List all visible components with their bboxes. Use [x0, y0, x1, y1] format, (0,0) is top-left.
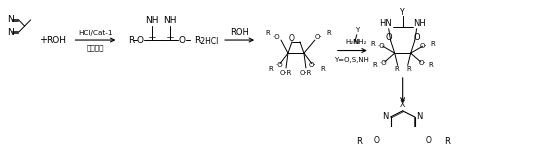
- Text: R: R: [444, 137, 450, 145]
- Text: R: R: [320, 66, 325, 72]
- Text: H₂N: H₂N: [345, 39, 358, 45]
- Text: X: X: [400, 100, 406, 109]
- Text: O: O: [413, 33, 420, 42]
- Text: Y: Y: [355, 27, 359, 33]
- Text: R: R: [356, 137, 362, 145]
- Text: O·R: O·R: [300, 70, 312, 76]
- Text: N: N: [417, 113, 423, 122]
- Text: N: N: [7, 28, 13, 37]
- Text: O: O: [137, 36, 144, 45]
- Text: ·O: ·O: [272, 34, 280, 40]
- Text: N: N: [382, 113, 389, 122]
- Text: NH: NH: [413, 19, 426, 28]
- Text: O·: O·: [419, 60, 427, 66]
- Text: R: R: [129, 36, 135, 45]
- Text: ·O: ·O: [275, 62, 283, 68]
- Text: ·O: ·O: [379, 60, 387, 66]
- Text: NH: NH: [163, 16, 177, 25]
- Text: O: O: [374, 136, 379, 145]
- Text: R: R: [394, 66, 399, 72]
- Text: ·O: ·O: [377, 43, 384, 49]
- Text: Y: Y: [401, 8, 405, 17]
- Text: HN: HN: [379, 19, 392, 28]
- Text: O·: O·: [309, 62, 317, 68]
- Text: R: R: [372, 61, 377, 68]
- Text: Y=O,S,NH: Y=O,S,NH: [335, 57, 370, 63]
- Text: O: O: [386, 33, 392, 42]
- Text: R: R: [370, 41, 375, 47]
- Text: N: N: [7, 15, 13, 24]
- Text: ROH: ROH: [230, 28, 249, 37]
- Text: ·2HCl: ·2HCl: [198, 37, 218, 46]
- Text: O: O: [289, 34, 295, 43]
- Text: O: O: [179, 36, 186, 45]
- Text: HCl/Cat-1: HCl/Cat-1: [78, 30, 112, 36]
- Text: R: R: [265, 30, 270, 36]
- Text: 特殊溶剂: 特殊溶剂: [87, 45, 104, 51]
- Text: R: R: [429, 61, 433, 68]
- Text: O·: O·: [420, 43, 428, 49]
- Text: R: R: [194, 36, 201, 45]
- Text: ROH: ROH: [47, 36, 66, 45]
- Text: O·: O·: [315, 34, 323, 40]
- Text: O·R: O·R: [280, 70, 292, 76]
- Text: R: R: [268, 66, 273, 72]
- Text: +: +: [39, 35, 47, 45]
- Text: NH₂: NH₂: [353, 39, 367, 45]
- Text: R: R: [406, 66, 411, 72]
- Text: R: R: [326, 30, 331, 36]
- Text: O: O: [426, 136, 432, 145]
- Text: NH: NH: [146, 16, 159, 25]
- Text: R: R: [430, 41, 435, 47]
